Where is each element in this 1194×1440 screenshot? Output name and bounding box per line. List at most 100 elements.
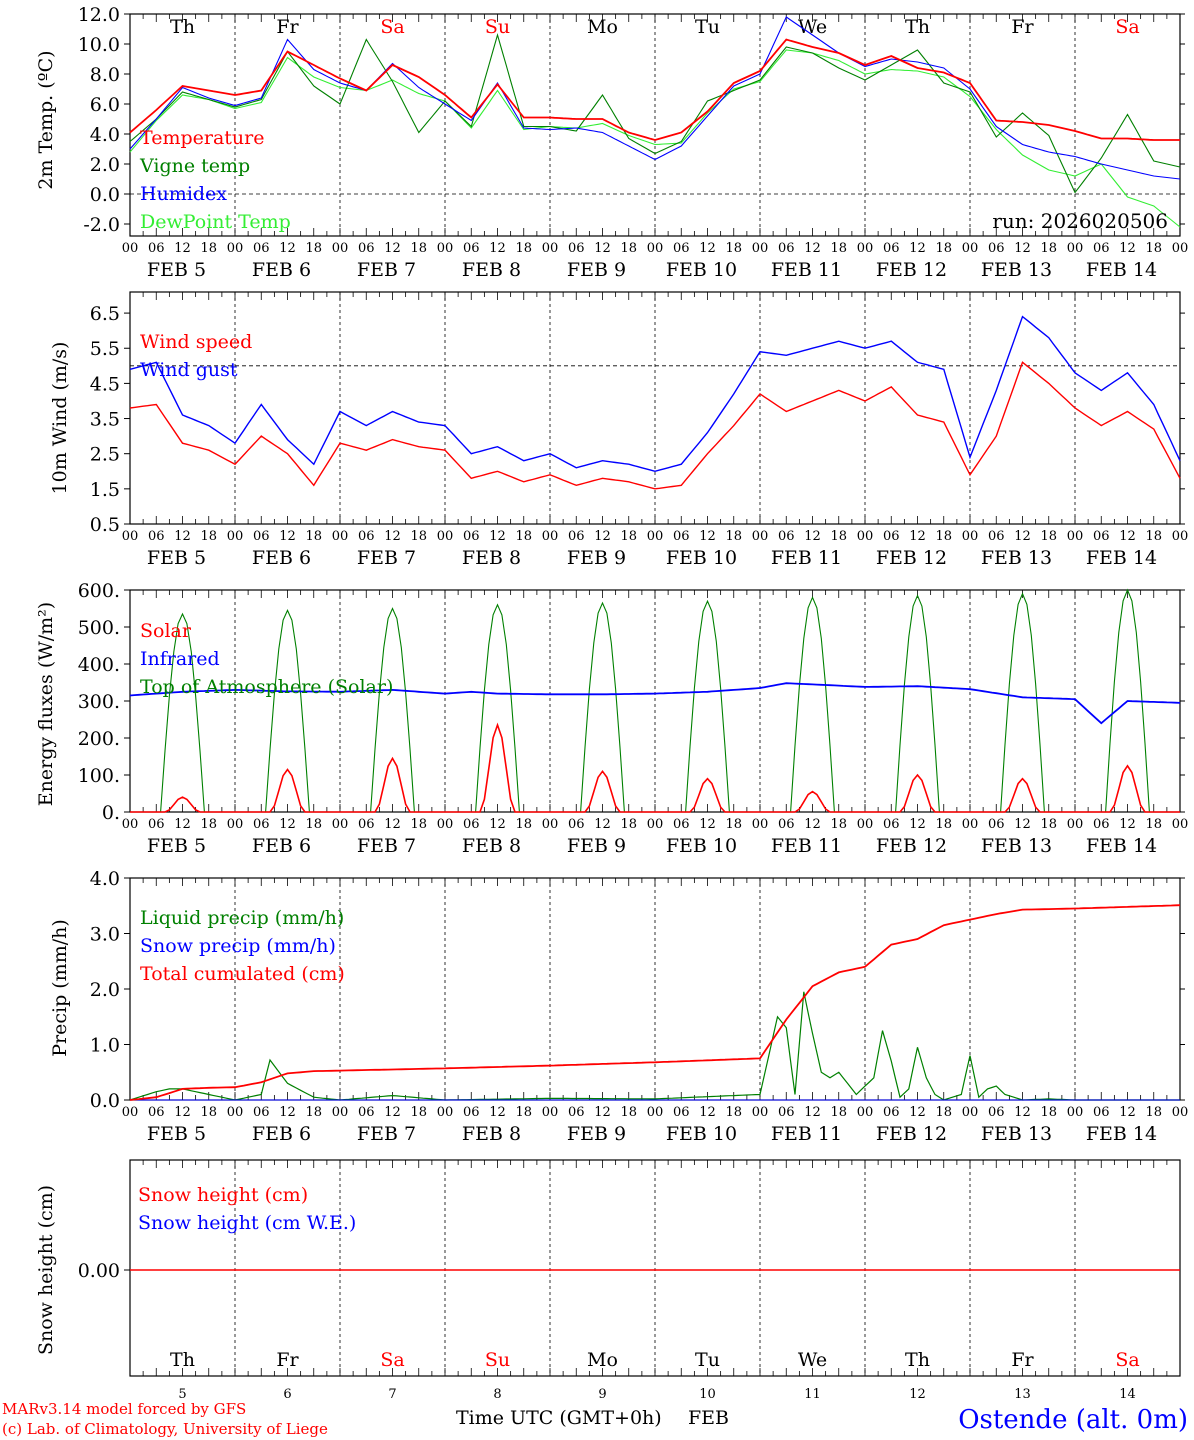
hour-tick-label: 12 <box>909 817 926 832</box>
y-tick-label: 10.0 <box>78 34 120 56</box>
hour-tick-label: 18 <box>1145 529 1162 544</box>
day-number: 5 <box>178 1387 186 1402</box>
hour-tick-label: 00 <box>1067 1105 1084 1120</box>
hour-tick-label: 00 <box>1172 1105 1189 1120</box>
date-label: FEB 14 <box>1086 259 1157 281</box>
hour-tick-label: 06 <box>568 529 585 544</box>
hour-tick-label: 12 <box>804 529 821 544</box>
temperature-panel: 00 06 12 18 00 06 12 18 00 06 12 18 00 06 12 18 00 06 12 18… <box>78 4 1189 281</box>
hour-tick-label: 00 <box>437 529 454 544</box>
hour-tick-label: 18 <box>830 1105 847 1120</box>
date-label: FEB 9 <box>567 835 626 857</box>
hour-tick-label: 18 <box>305 241 322 256</box>
hour-tick-label: 00 <box>122 241 139 256</box>
legend-entry: Temperature <box>140 127 264 149</box>
hour-tick-label: 18 <box>725 817 742 832</box>
hour-tick-label: 12 <box>174 1105 191 1120</box>
date-label: FEB 8 <box>462 1123 521 1145</box>
hour-tick-label: 12 <box>279 1105 296 1120</box>
legend-entry: Wind gust <box>140 359 238 381</box>
day-name: Su <box>485 1349 510 1371</box>
hour-tick-label: 00 <box>857 817 874 832</box>
day-name: Fr <box>1011 1349 1034 1371</box>
y-tick-label: 1.5 <box>90 479 120 501</box>
hour-tick-label: 12 <box>594 1105 611 1120</box>
legend-entry: Wind speed <box>140 331 252 353</box>
hour-tick-label: 06 <box>883 1105 900 1120</box>
hour-tick-label: 06 <box>778 529 795 544</box>
date-label: FEB 9 <box>567 547 626 569</box>
day-name: Su <box>485 16 510 38</box>
legend-entry: Top of Atmosphere (Solar) <box>140 676 393 698</box>
day-name: Sa <box>1115 1349 1139 1371</box>
hour-tick-label: 00 <box>857 1105 874 1120</box>
date-label: FEB 11 <box>771 835 842 857</box>
hour-tick-label: 12 <box>909 241 926 256</box>
hour-tick-label: 18 <box>410 529 427 544</box>
date-label: FEB 7 <box>357 547 416 569</box>
date-label: FEB 12 <box>876 259 947 281</box>
legend-entry: Vigne temp <box>139 155 250 177</box>
series-line-liquid-precip <box>129 991 1180 1101</box>
date-label: FEB 11 <box>771 547 842 569</box>
y-tick-label: 12.0 <box>78 4 120 26</box>
hour-tick-label: 12 <box>1014 1105 1031 1120</box>
date-label: FEB 14 <box>1086 547 1157 569</box>
hour-tick-label: 00 <box>1067 529 1084 544</box>
hour-tick-label: 06 <box>778 241 795 256</box>
hour-tick-label: 00 <box>227 817 244 832</box>
hour-tick-label: 00 <box>227 241 244 256</box>
date-label: FEB 6 <box>252 259 311 281</box>
hour-tick-label: 06 <box>883 529 900 544</box>
hour-tick-label: 06 <box>988 817 1005 832</box>
hour-tick-label: 18 <box>305 817 322 832</box>
hour-tick-label: 18 <box>515 817 532 832</box>
hour-tick-label: 18 <box>830 817 847 832</box>
hour-tick-label: 00 <box>857 529 874 544</box>
date-label: FEB 13 <box>981 835 1052 857</box>
hour-tick-label: 06 <box>463 529 480 544</box>
hour-tick-label: 12 <box>594 529 611 544</box>
hour-tick-label: 06 <box>778 1105 795 1120</box>
hour-tick-label: 00 <box>1172 817 1189 832</box>
y-tick-label: 4.5 <box>90 373 120 395</box>
series-line-infrared <box>129 682 1181 725</box>
day-name: Th <box>170 16 195 38</box>
energy-axis-title: Energy fluxes (W/m²) <box>35 602 57 806</box>
date-label: FEB 10 <box>666 547 737 569</box>
y-tick-label: 300. <box>78 691 120 713</box>
hour-tick-label: 00 <box>752 529 769 544</box>
date-label: FEB 7 <box>357 1123 416 1145</box>
hour-tick-label: 12 <box>1119 241 1136 256</box>
hour-tick-label: 00 <box>437 817 454 832</box>
y-tick-label: 100. <box>78 765 120 787</box>
hour-tick-label: 12 <box>174 817 191 832</box>
hour-tick-label: 00 <box>962 241 979 256</box>
hour-tick-label: 18 <box>1040 1105 1057 1120</box>
hour-tick-label: 00 <box>647 241 664 256</box>
day-number: 8 <box>493 1387 501 1402</box>
y-tick-label: 0.0 <box>90 184 120 206</box>
hour-tick-label: 00 <box>752 817 769 832</box>
hour-tick-label: 06 <box>358 529 375 544</box>
series-line-wind-gust <box>129 315 1181 473</box>
hour-tick-label: 06 <box>673 817 690 832</box>
day-name: We <box>798 16 827 38</box>
date-label: FEB 12 <box>876 835 947 857</box>
date-label: FEB 14 <box>1086 1123 1157 1145</box>
hour-tick-label: 12 <box>1119 817 1136 832</box>
date-label: FEB 5 <box>147 547 206 569</box>
legend-entry: Snow precip (mm/h) <box>140 935 336 957</box>
hour-tick-label: 00 <box>1172 529 1189 544</box>
legend-entry: Snow height (cm W.E.) <box>138 1212 356 1234</box>
hour-tick-label: 06 <box>1093 1105 1110 1120</box>
snow-axis-title: Snow height (cm) <box>35 1185 57 1355</box>
wind-panel: 00 06 12 18 00 06 12 18 00 06 12 18 00 06 12 18 00 06 12 18… <box>90 291 1189 569</box>
hour-tick-label: 12 <box>174 241 191 256</box>
hour-tick-label: 00 <box>647 817 664 832</box>
hour-tick-label: 00 <box>1172 241 1189 256</box>
hour-tick-label: 18 <box>200 241 217 256</box>
month-label: FEB <box>688 1407 729 1429</box>
hour-tick-label: 06 <box>463 817 480 832</box>
